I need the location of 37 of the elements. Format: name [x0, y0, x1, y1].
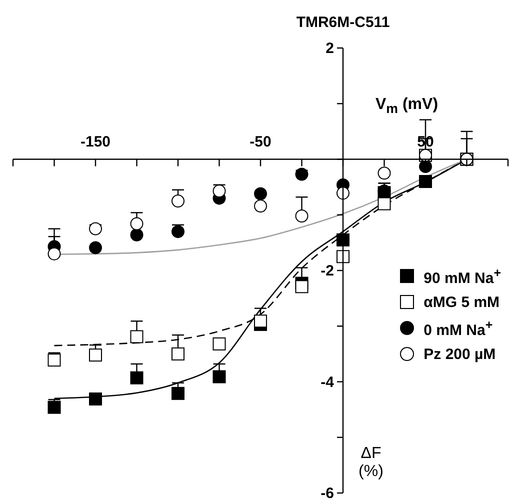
y-tick-label: 2 — [326, 40, 334, 57]
x-tick-label: -150 — [80, 133, 111, 150]
point — [172, 225, 184, 238]
chart-title: TMR6M-C511 — [295, 14, 391, 31]
y-tick-label: -4 — [320, 374, 335, 391]
point — [89, 222, 102, 236]
point — [336, 233, 350, 246]
point — [419, 175, 432, 188]
point — [172, 194, 184, 208]
x-tick-label: -50 — [250, 133, 272, 150]
point — [130, 330, 144, 344]
point — [130, 371, 144, 384]
point — [89, 241, 102, 254]
y-axis-title: ΔF (%) — [358, 445, 384, 482]
point — [295, 209, 308, 222]
point — [48, 354, 61, 367]
legend-label: αMG 5 mM — [424, 294, 500, 310]
point — [130, 228, 144, 242]
point — [212, 184, 226, 198]
x-axis-title: V$_{m}$ (mV) — [376, 96, 438, 116]
legend-label: Pz 200 µM — [424, 346, 496, 362]
legend-label: 90 mM Na$^{+}$ — [424, 266, 501, 286]
point — [172, 347, 184, 360]
point — [89, 348, 102, 362]
legend-label: 0 mM Na$^{+}$ — [424, 318, 493, 338]
point — [419, 160, 432, 173]
y-tick-label: -6 — [320, 485, 334, 502]
point — [172, 386, 184, 400]
point — [89, 392, 102, 406]
point — [48, 247, 61, 260]
y-tick-label: -2 — [320, 262, 334, 280]
point — [295, 280, 308, 294]
point — [295, 168, 308, 181]
point — [212, 370, 226, 384]
point — [254, 314, 267, 328]
point — [254, 187, 267, 200]
point — [378, 197, 391, 210]
